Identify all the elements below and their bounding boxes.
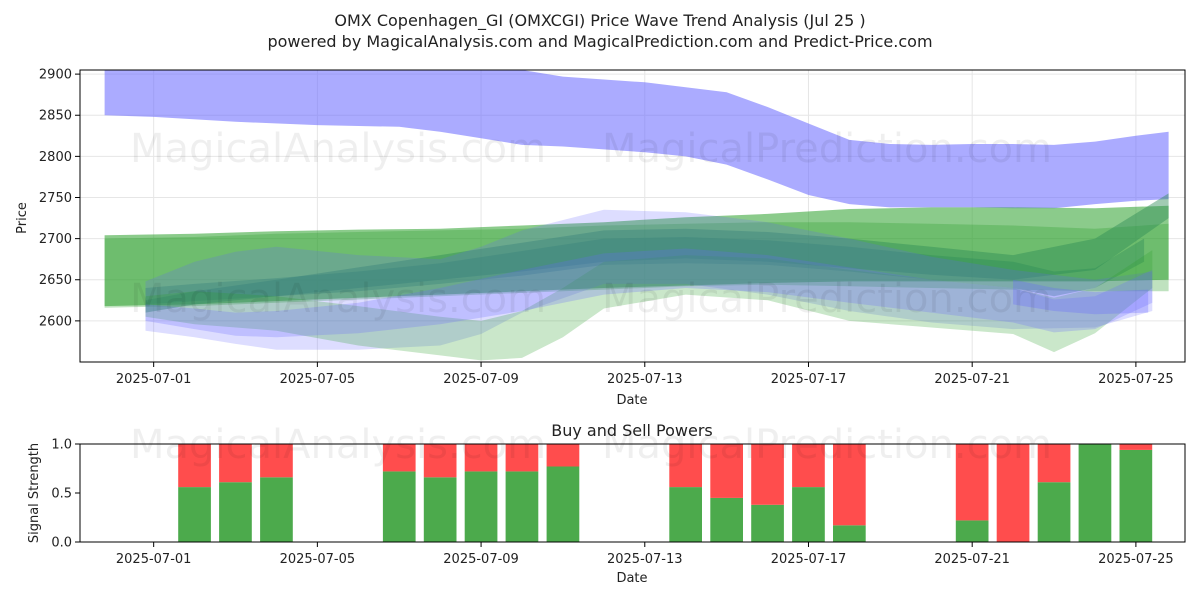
signal-y-tick-label: 1.0: [51, 438, 72, 453]
buy-bar-2025-07-02: [178, 487, 211, 542]
buy-bar-2025-07-16: [751, 504, 784, 542]
figure-title: OMX Copenhagen_GI (OMXCGI) Price Wave Tr…: [334, 11, 865, 31]
signal-x-tick-label: 2025-07-25: [1098, 552, 1174, 567]
price-band-teal-ribbon-mid: [145, 237, 1145, 305]
price-axes: 2600 2650 2700 2750 2800 2850 2900 2025-07-01 20…: [39, 68, 1174, 387]
watermark-analysis: MagicalAnalysis.com: [130, 126, 546, 172]
sell-bar-2025-07-21: [955, 444, 989, 521]
price-x-tick-label: 2025-07-01: [116, 372, 192, 387]
figure-subtitle: powered by MagicalAnalysis.com and Magic…: [267, 32, 932, 51]
price-band-upper-blue-wave: [104, 70, 1169, 209]
price-y-tick-label: 2600: [39, 314, 72, 329]
watermark-prediction-signal: MagicalPrediction.com: [602, 422, 1052, 468]
price-y-tick-label: 2650: [39, 273, 72, 288]
price-y-axis-title: Price: [15, 202, 30, 234]
buy-bar-2025-07-25: [1119, 449, 1153, 542]
signal-axes: 0.0 0.5 1.0 2025-07-01 2025-07-05 2025-07-09 2…: [51, 438, 1173, 568]
price-band-light-green-low-wave: [145, 250, 1153, 361]
price-band-light-blue-low-wave: [145, 209, 1153, 350]
buy-bar-2025-07-04: [260, 477, 293, 542]
buy-bar-2025-07-10: [505, 471, 539, 542]
buy-bar-2025-07-23: [1037, 482, 1071, 542]
price-band-blue-ribbon: [145, 248, 1153, 338]
price-wave-chart: MagicalAnalysis.com MagicalPrediction.co…: [15, 68, 1186, 408]
signal-x-tick-label: 2025-07-09: [443, 552, 519, 567]
sell-bar-2025-07-17: [792, 444, 825, 488]
buy-bar-2025-07-17: [792, 487, 825, 542]
buy-bar-2025-07-24: [1078, 444, 1112, 542]
sell-bar-2025-07-22: [996, 444, 1030, 542]
price-x-axis-title: Date: [616, 393, 647, 408]
price-x-tick-label: 2025-07-05: [280, 372, 356, 387]
signal-y-tick-label: 0.5: [51, 487, 72, 502]
price-x-tick-label: 2025-07-25: [1098, 372, 1174, 387]
sell-bar-2025-07-25: [1119, 444, 1153, 450]
price-bands: [104, 70, 1169, 361]
signal-x-tick-label: 2025-07-01: [116, 552, 192, 567]
price-band-wide-green-band: [104, 205, 1169, 307]
watermark-prediction: MagicalPrediction.com: [602, 126, 1052, 172]
sell-bar-2025-07-16: [751, 444, 784, 505]
price-y-tick-label: 2800: [39, 150, 72, 165]
signal-x-tick-label: 2025-07-05: [280, 552, 356, 567]
watermark-analysis-signal: MagicalAnalysis.com: [130, 422, 546, 468]
sell-bar-2025-07-14: [669, 444, 702, 488]
signal-x-tick-label: 2025-07-13: [607, 552, 683, 567]
watermark-analysis-lower: MagicalAnalysis.com: [130, 276, 546, 322]
signal-strength-chart: Buy and Sell Powers MagicalAnalysis.com …: [27, 421, 1186, 586]
price-band-green-band-2: [104, 222, 1169, 308]
sell-bar-2025-07-09: [464, 444, 498, 472]
buy-bar-2025-07-03: [219, 482, 252, 542]
buy-bar-2025-07-08: [423, 477, 457, 542]
price-plot-frame: [79, 69, 1186, 363]
price-x-tick-label: 2025-07-17: [771, 372, 847, 387]
price-x-tick-label: 2025-07-09: [443, 372, 519, 387]
signal-bars: [178, 444, 1153, 542]
sell-bar-2025-07-15: [710, 444, 743, 498]
sell-bar-2025-07-10: [505, 444, 539, 472]
price-y-tick-label: 2700: [39, 232, 72, 247]
price-band-teal-ribbon-high: [145, 193, 1169, 313]
sell-bar-2025-07-03: [219, 444, 252, 483]
sell-bar-2025-07-04: [260, 444, 293, 478]
signal-x-tick-label: 2025-07-21: [934, 552, 1010, 567]
price-x-tick-label: 2025-07-21: [934, 372, 1010, 387]
signal-y-tick-label: 0.0: [51, 536, 72, 551]
sell-bar-2025-07-07: [382, 444, 416, 472]
buy-bar-2025-07-21: [955, 520, 989, 542]
price-band-forecast-blue-right: [1013, 279, 1149, 315]
buy-bar-2025-07-07: [382, 471, 416, 542]
sell-bar-2025-07-18: [833, 444, 866, 526]
buy-bar-2025-07-14: [669, 487, 702, 542]
signal-x-tick-label: 2025-07-17: [771, 552, 847, 567]
buy-bar-2025-07-09: [464, 471, 498, 542]
watermark-prediction-lower: MagicalPrediction.com: [602, 276, 1052, 322]
sell-bar-2025-07-02: [178, 444, 211, 488]
signal-x-axis-title: Date: [616, 571, 647, 586]
sell-bar-2025-07-11: [546, 444, 580, 467]
price-x-tick-label: 2025-07-13: [607, 372, 683, 387]
buy-bar-2025-07-15: [710, 497, 743, 542]
signal-y-axis-title: Signal Strength: [27, 443, 42, 543]
buy-bar-2025-07-18: [833, 525, 866, 542]
signal-chart-title: Buy and Sell Powers: [551, 421, 713, 440]
price-y-tick-label: 2850: [39, 109, 72, 124]
price-y-tick-label: 2750: [39, 191, 72, 206]
price-y-tick-label: 2900: [39, 68, 72, 83]
sell-bar-2025-07-08: [423, 444, 457, 478]
buy-bar-2025-07-11: [546, 466, 580, 542]
sell-bar-2025-07-23: [1037, 444, 1071, 483]
